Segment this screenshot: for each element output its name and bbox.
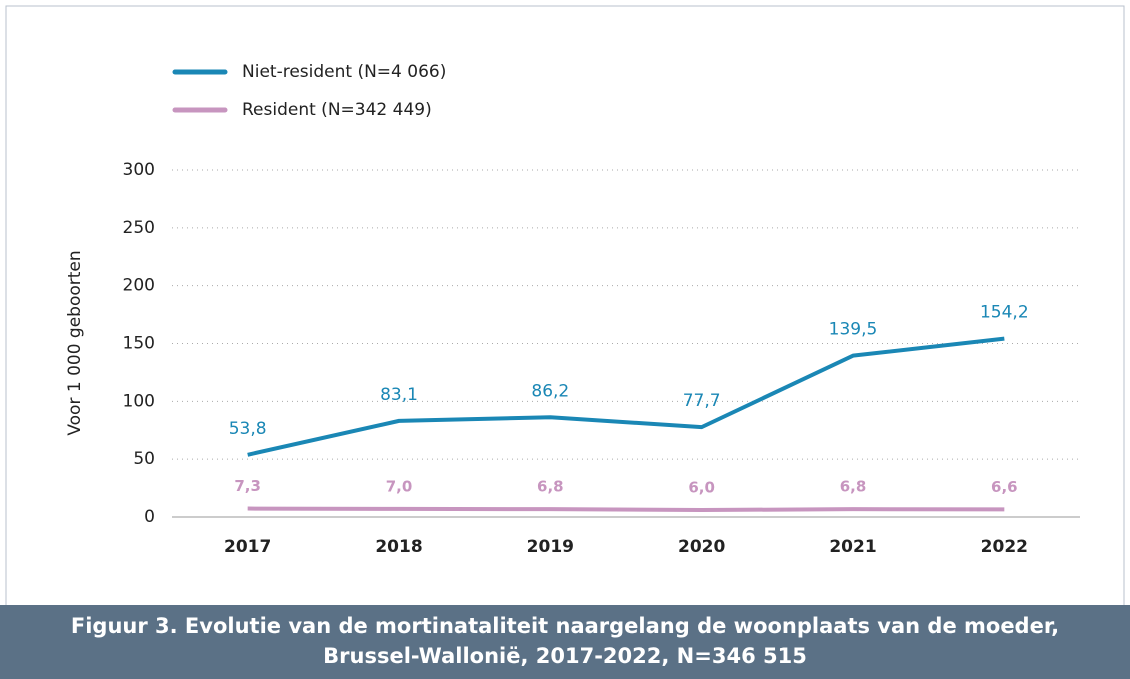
data-label: 6,6 bbox=[991, 478, 1018, 496]
series-line bbox=[247, 506, 1005, 513]
data-label: 7,0 bbox=[386, 477, 413, 495]
data-label: 6,8 bbox=[840, 478, 867, 496]
y-tick-label: 200 bbox=[123, 276, 155, 296]
data-label: 154,2 bbox=[980, 303, 1029, 323]
chart-title: Figuur 3. Evolutie van de mortinatalitei… bbox=[0, 605, 1130, 679]
data-label: 6,0 bbox=[688, 479, 715, 497]
y-tick-label: 300 bbox=[123, 160, 155, 180]
x-tick-label: 2020 bbox=[678, 537, 725, 557]
legend-label: Niet-resident (N=4 066) bbox=[242, 62, 446, 82]
data-label: 6,8 bbox=[537, 478, 564, 496]
x-tick-label: 2019 bbox=[527, 537, 574, 557]
frame bbox=[5, 5, 1125, 605]
data-label: 86,2 bbox=[531, 381, 569, 401]
data-label: 139,5 bbox=[829, 320, 878, 340]
data-label: 83,1 bbox=[380, 385, 418, 405]
y-tick-label: 0 bbox=[144, 507, 155, 527]
y-tick-label: 50 bbox=[133, 449, 155, 469]
data-label: 53,8 bbox=[229, 419, 267, 439]
legend-label: Resident (N=342 449) bbox=[242, 100, 432, 120]
x-tick-label: 2017 bbox=[224, 537, 271, 557]
x-tick-label: 2022 bbox=[981, 537, 1028, 557]
chart: Voor 1 000 geboorten 0 50 100 150 200 250 300 2… bbox=[5, 5, 1125, 605]
x-tick-label: 2021 bbox=[829, 537, 876, 557]
y-tick-label: 150 bbox=[123, 334, 155, 354]
data-label: 7,3 bbox=[234, 477, 261, 495]
y-axis-title: Voor 1 000 geboorten bbox=[65, 250, 85, 435]
y-tick-label: 250 bbox=[123, 218, 155, 238]
data-label: 77,7 bbox=[683, 391, 721, 411]
y-tick-label: 100 bbox=[123, 391, 155, 411]
x-tick-label: 2018 bbox=[375, 537, 422, 557]
series-line bbox=[247, 336, 1005, 457]
